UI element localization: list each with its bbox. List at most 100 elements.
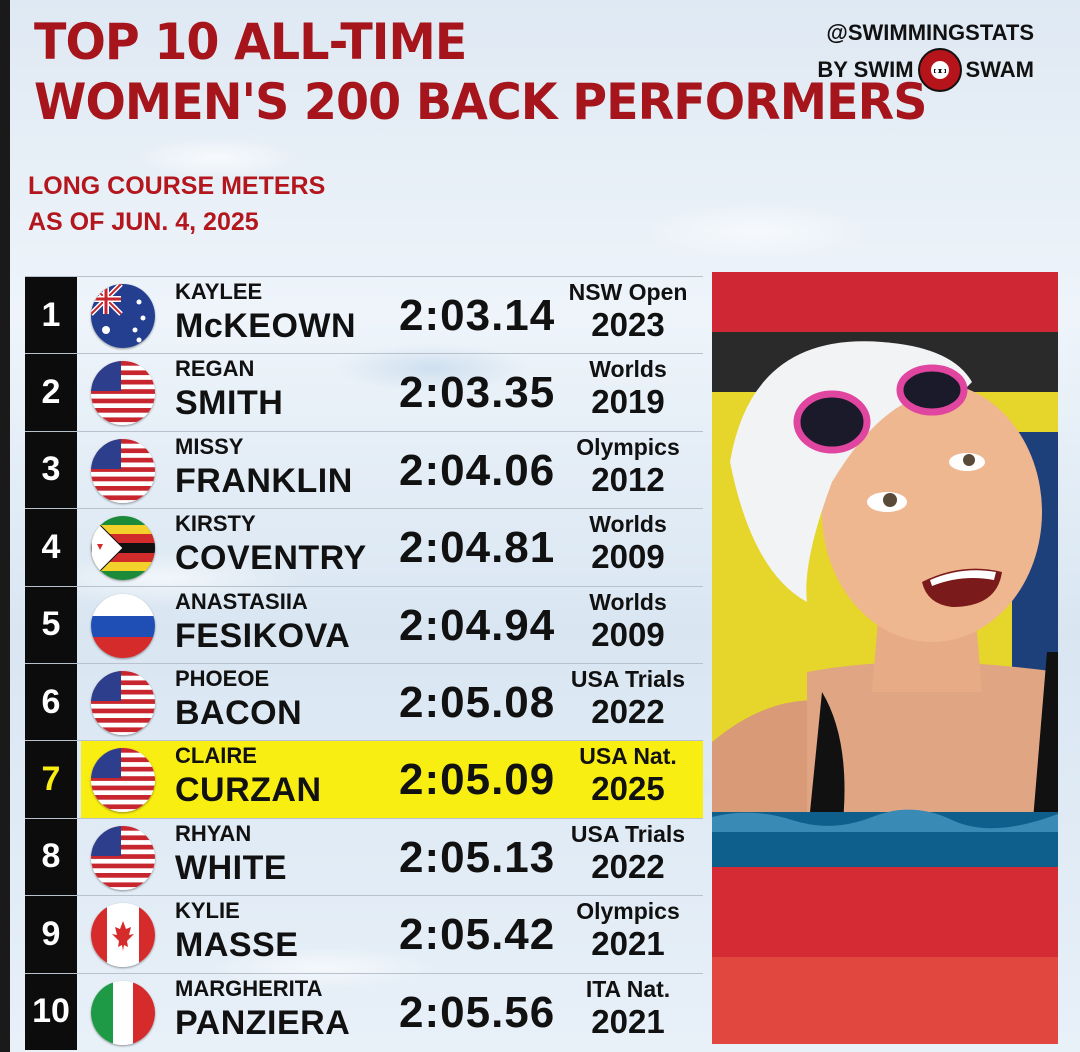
rank-number: 9	[25, 896, 77, 973]
brand-name: SWAM	[965, 57, 1034, 82]
meet-info: Worlds 2019	[563, 356, 693, 422]
meet-name: NSW Open	[568, 279, 688, 305]
row-body: ANASTASIIA FESIKOVA 2:04.94 Worlds 2009	[81, 587, 703, 663]
first-name: ANASTASIIA	[175, 588, 308, 614]
table-row: 4 KIRSTY COVENTRY 2:04.81 Worlds 2009	[25, 508, 703, 586]
table-row: 1 KAYLEE McKEOWN 2:03.14 NSW Open 2023	[25, 276, 703, 354]
meet-info: NSW Open 2023	[563, 279, 693, 345]
first-name: KIRSTY	[175, 511, 256, 537]
row-body: KYLIE MASSE 2:05.42 Olympics 2021	[81, 896, 703, 972]
meet-name: Worlds	[589, 356, 667, 383]
last-name: PANZIERA	[175, 1003, 351, 1042]
race-time: 2:04.94	[399, 600, 556, 650]
canada-flag-icon	[91, 903, 155, 968]
brand-handle: @SWIMMINGSTATS	[826, 20, 1034, 45]
usa-flag-icon	[91, 361, 155, 426]
table-row: 7 CLAIRE CURZAN 2:05.09 USA Nat. 2025	[25, 740, 703, 818]
race-time: 2:03.14	[399, 291, 556, 340]
table-row: 3 MISSY FRANKLIN 2:04.06 Olympics 2012	[25, 430, 703, 509]
meet-info: Worlds 2009	[563, 511, 693, 577]
last-name: BACON	[175, 693, 303, 732]
meet-year: 2009	[591, 538, 665, 576]
meet-year: 2019	[591, 383, 665, 421]
first-name: CLAIRE	[175, 743, 257, 769]
table-row: 10 MARGHERITA PANZIERA 2:05.56 ITA Nat. 2021	[25, 972, 703, 1050]
table-row: 6 PHOEOE BACON 2:05.08 USA Trials 2022	[25, 662, 703, 741]
subtitle-course: LONG COURSE METERS	[28, 172, 326, 200]
rank-number: 4	[25, 509, 77, 586]
meet-year: 2009	[591, 615, 665, 653]
race-time: 2:05.09	[399, 755, 556, 805]
meet-name: USA Trials	[570, 665, 686, 692]
first-name: MARGHERITA	[175, 975, 323, 1001]
usa-flag-icon	[91, 670, 155, 735]
first-name: RHYAN	[175, 820, 252, 846]
russia-flag-icon	[91, 593, 155, 658]
meet-year: 2021	[591, 1002, 665, 1040]
last-name: WHITE	[175, 848, 288, 887]
rank-number: 5	[25, 586, 77, 663]
race-time: 2:03.35	[399, 368, 556, 418]
last-name: CURZAN	[175, 771, 322, 810]
meet-name: Worlds	[589, 588, 667, 615]
frame-edge	[0, 0, 10, 1052]
table-row: 9 KYLIE MASSE 2:05.42 Olympics 2021	[25, 895, 703, 973]
meet-year: 2025	[591, 770, 665, 808]
row-body: REGAN SMITH 2:03.35 Worlds 2019	[81, 354, 703, 430]
meet-year: 2023	[591, 306, 665, 343]
first-name: KAYLEE	[175, 279, 263, 304]
row-body: KIRSTY COVENTRY 2:04.81 Worlds 2009	[81, 509, 703, 585]
meet-info: USA Nat. 2025	[563, 743, 693, 809]
meet-year: 2022	[591, 847, 665, 885]
race-time: 2:04.81	[399, 523, 556, 573]
meet-info: Worlds 2009	[563, 589, 693, 655]
subtitle-date: AS OF JUN. 4, 2025	[28, 208, 259, 236]
first-name: PHOEOE	[175, 665, 270, 691]
row-body: KAYLEE McKEOWN 2:03.14 NSW Open 2023	[81, 277, 703, 353]
row-body: CLAIRE CURZAN 2:05.09 USA Nat. 2025	[81, 741, 703, 818]
meet-info: USA Trials 2022	[563, 821, 693, 887]
brand-by: BY SWIM	[817, 57, 914, 82]
rank-number: 1	[25, 277, 77, 354]
italy-flag-icon	[91, 980, 155, 1045]
australia-flag-icon	[91, 284, 155, 348]
last-name: FESIKOVA	[175, 616, 351, 655]
first-name: MISSY	[175, 433, 244, 459]
title-line-1: TOP 10 ALL-TIME	[34, 13, 467, 71]
rank-number: 10	[25, 973, 77, 1050]
row-body: MISSY FRANKLIN 2:04.06 Olympics 2012	[81, 432, 703, 508]
meet-year: 2012	[591, 460, 665, 498]
row-body: MARGHERITA PANZIERA 2:05.56 ITA Nat. 2021	[81, 974, 703, 1050]
meet-name: USA Nat.	[579, 743, 677, 770]
race-time: 2:05.13	[399, 832, 556, 882]
race-time: 2:05.56	[399, 987, 556, 1037]
row-body: PHOEOE BACON 2:05.08 USA Trials 2022	[81, 664, 703, 740]
meet-info: Olympics 2021	[563, 898, 693, 964]
meet-info: ITA Nat. 2021	[563, 976, 693, 1042]
meet-info: USA Trials 2022	[563, 666, 693, 732]
rankings-table: 1 KAYLEE McKEOWN 2:03.14 NSW Open 2023 2 REGAN S…	[25, 276, 703, 1050]
zimbabwe-flag-icon	[91, 516, 155, 581]
brand-block: @SWIMMINGSTATS BY SWIM SWAM	[817, 18, 1034, 92]
usa-flag-icon	[91, 825, 155, 890]
rank-number: 3	[25, 431, 77, 509]
subtitle: LONG COURSE METERS AS OF JUN. 4, 2025	[28, 168, 325, 240]
meet-name: Worlds	[589, 511, 667, 538]
page-title: TOP 10 ALL-TIME WOMEN'S 200 BACK PERFORM…	[34, 12, 927, 132]
rank-number: 8	[25, 818, 77, 896]
rank-number: 7	[25, 741, 77, 818]
first-name: REGAN	[175, 356, 255, 382]
table-row: 8 RHYAN WHITE 2:05.13 USA Trials 2022	[25, 817, 703, 896]
meet-name: ITA Nat.	[585, 975, 671, 1002]
meet-info: Olympics 2012	[563, 434, 693, 500]
last-name: SMITH	[175, 384, 284, 423]
last-name: COVENTRY	[175, 539, 367, 578]
race-time: 2:05.08	[399, 677, 556, 727]
last-name: FRANKLIN	[175, 461, 353, 500]
last-name: MASSE	[175, 926, 299, 965]
meet-year: 2021	[591, 925, 665, 963]
race-time: 2:04.06	[399, 445, 556, 495]
title-line-2: WOMEN'S 200 BACK PERFORMERS	[34, 73, 927, 131]
meet-name: USA Trials	[570, 820, 686, 847]
first-name: KYLIE	[175, 898, 240, 924]
